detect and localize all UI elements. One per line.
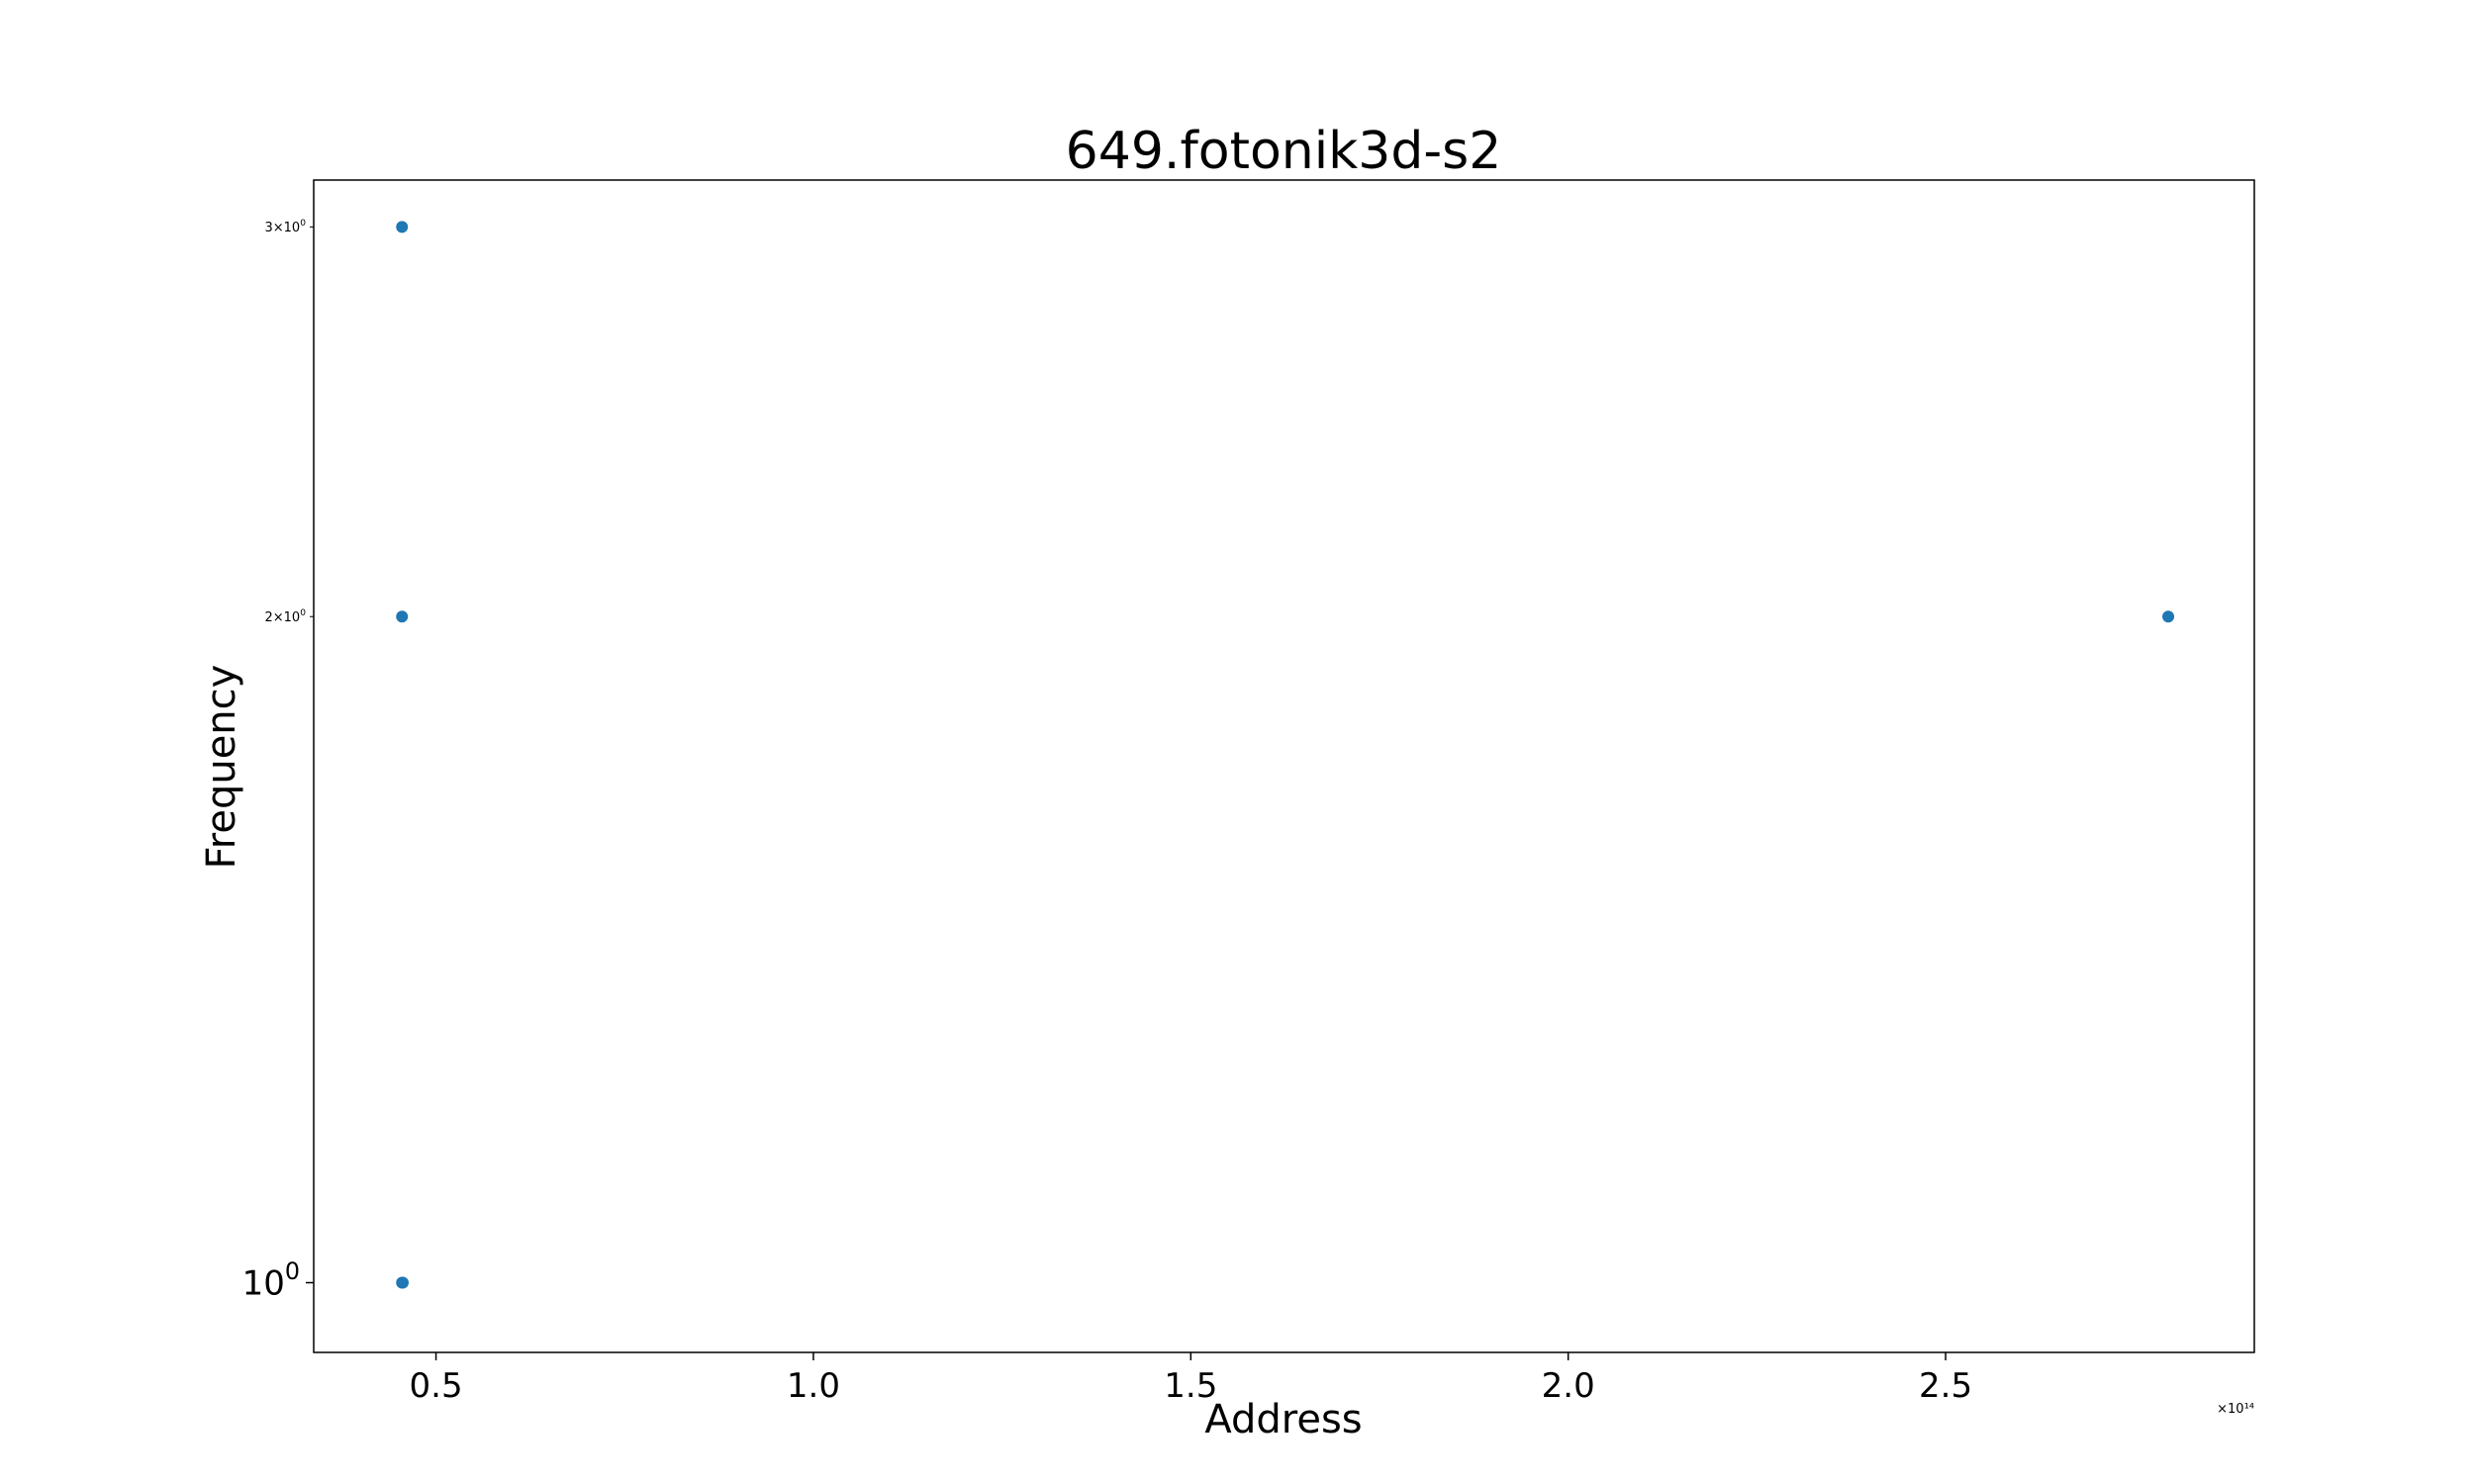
x-tick-label: 1.0 xyxy=(787,1366,840,1406)
chart-title: 649.fotonik3d-s2 xyxy=(1066,122,1502,181)
y-axis-ticks: 100 2×100 3×100 xyxy=(242,219,314,1303)
scatter-point xyxy=(396,610,409,623)
scatter-point xyxy=(397,1276,410,1289)
x-axis-offset-label: ×10¹⁴ xyxy=(2217,1402,2254,1417)
y-axis-label: Frequency xyxy=(199,665,244,870)
x-axis-label: Address xyxy=(1204,1397,1362,1442)
x-tick-label: 0.5 xyxy=(410,1366,463,1406)
y-tick-label: 3×100 xyxy=(264,219,306,235)
x-axis-ticks: 0.5 1.0 1.5 2.0 2.5 xyxy=(410,1352,1972,1406)
scatter-point xyxy=(2162,610,2175,623)
x-tick-label: 2.0 xyxy=(1542,1366,1595,1406)
x-tick-label: 2.5 xyxy=(1919,1366,1972,1406)
scatter-points xyxy=(396,221,2175,1289)
x-tick-label: 1.5 xyxy=(1164,1366,1217,1406)
y-tick-label: 100 xyxy=(242,1257,300,1303)
y-tick-label: 2×100 xyxy=(264,608,306,625)
scatter-point xyxy=(396,221,409,233)
plot-area xyxy=(313,179,2255,1353)
